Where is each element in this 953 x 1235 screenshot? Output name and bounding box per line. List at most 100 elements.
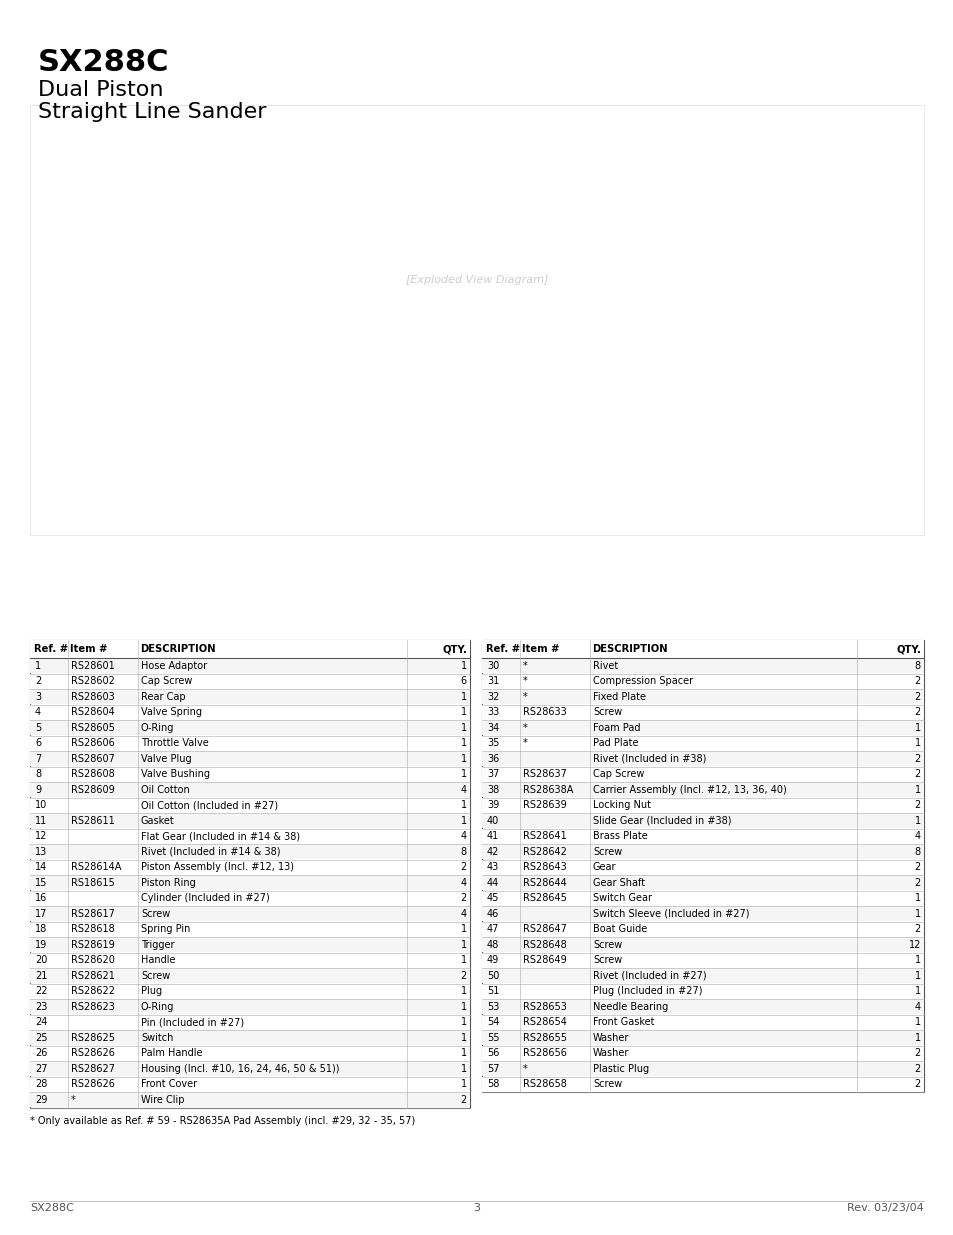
Text: 1: 1 <box>460 1079 467 1089</box>
Text: Screw: Screw <box>593 1079 621 1089</box>
Bar <box>30 890 469 905</box>
Text: 3: 3 <box>35 692 41 701</box>
Bar <box>30 952 469 968</box>
Text: RS28614A: RS28614A <box>71 862 121 872</box>
Text: Washer: Washer <box>593 1049 629 1058</box>
Text: RS28602: RS28602 <box>71 677 114 687</box>
Bar <box>30 640 470 1108</box>
Text: RS28627: RS28627 <box>71 1063 115 1073</box>
Text: 2: 2 <box>914 769 920 779</box>
Text: RS28639: RS28639 <box>522 800 566 810</box>
Text: 31: 31 <box>486 677 498 687</box>
Text: Switch Gear: Switch Gear <box>593 893 651 903</box>
Text: 53: 53 <box>486 1002 498 1011</box>
Bar <box>30 1061 469 1076</box>
Text: 25: 25 <box>35 1032 48 1042</box>
Bar <box>30 1046 469 1061</box>
Text: *: * <box>522 677 527 687</box>
Text: 1: 1 <box>914 971 920 981</box>
Text: RS28637: RS28637 <box>522 769 566 779</box>
Text: RS28617: RS28617 <box>71 909 114 919</box>
Text: Switch Sleeve (Included in #27): Switch Sleeve (Included in #27) <box>593 909 749 919</box>
Text: Front Cover: Front Cover <box>141 1079 197 1089</box>
Text: RS28642: RS28642 <box>522 847 566 857</box>
Text: 57: 57 <box>486 1063 499 1073</box>
Text: Throttle Valve: Throttle Valve <box>141 739 209 748</box>
Bar <box>30 673 469 689</box>
Text: RS28606: RS28606 <box>71 739 114 748</box>
Text: 2: 2 <box>914 1079 920 1089</box>
Text: Trigger: Trigger <box>141 940 174 950</box>
Text: 7: 7 <box>35 753 41 763</box>
Text: 1: 1 <box>914 816 920 826</box>
Bar <box>482 767 923 782</box>
Text: 1: 1 <box>914 955 920 966</box>
Text: *: * <box>522 1063 527 1073</box>
Text: 2: 2 <box>914 677 920 687</box>
Text: 2: 2 <box>460 862 467 872</box>
Text: 12: 12 <box>35 831 48 841</box>
Text: 58: 58 <box>486 1079 498 1089</box>
Text: 1: 1 <box>460 940 467 950</box>
Text: 13: 13 <box>35 847 48 857</box>
Text: RS28647: RS28647 <box>522 924 566 934</box>
Text: 1: 1 <box>914 987 920 997</box>
Bar <box>30 736 469 751</box>
Text: Washer: Washer <box>593 1032 629 1042</box>
Text: 37: 37 <box>486 769 498 779</box>
Text: 35: 35 <box>486 739 498 748</box>
Text: 32: 32 <box>486 692 498 701</box>
Text: RS28641: RS28641 <box>522 831 566 841</box>
Text: 33: 33 <box>486 708 498 718</box>
Text: Piston Assembly (Incl. #12, 13): Piston Assembly (Incl. #12, 13) <box>141 862 294 872</box>
Bar <box>30 937 469 952</box>
Text: DESCRIPTION: DESCRIPTION <box>592 643 667 655</box>
Text: Straight Line Sander: Straight Line Sander <box>38 103 266 122</box>
Bar <box>482 798 923 813</box>
Text: RS28622: RS28622 <box>71 987 115 997</box>
Text: Dual Piston: Dual Piston <box>38 80 163 100</box>
Text: *: * <box>522 661 527 671</box>
Text: RS28620: RS28620 <box>71 955 114 966</box>
Bar <box>482 1030 923 1045</box>
Text: 4: 4 <box>460 784 467 795</box>
Bar <box>30 782 469 798</box>
Bar <box>482 720 923 735</box>
Text: 10: 10 <box>35 800 48 810</box>
Bar <box>30 1092 469 1108</box>
Bar <box>30 658 469 673</box>
Text: 4: 4 <box>35 708 41 718</box>
Text: 48: 48 <box>486 940 498 950</box>
Bar <box>482 736 923 751</box>
Text: 1: 1 <box>460 1049 467 1058</box>
Text: Ref. #: Ref. # <box>34 643 68 655</box>
Text: 4: 4 <box>460 831 467 841</box>
Text: Palm Handle: Palm Handle <box>141 1049 202 1058</box>
Text: 29: 29 <box>35 1094 48 1105</box>
Text: 28: 28 <box>35 1079 48 1089</box>
Bar <box>482 813 923 829</box>
Text: RS18615: RS18615 <box>71 878 114 888</box>
Text: 55: 55 <box>486 1032 499 1042</box>
Text: 1: 1 <box>460 1018 467 1028</box>
Text: Item #: Item # <box>70 643 108 655</box>
Text: 1: 1 <box>914 1032 920 1042</box>
Bar <box>30 860 469 874</box>
Text: 2: 2 <box>914 753 920 763</box>
Text: Fixed Plate: Fixed Plate <box>593 692 645 701</box>
Text: 2: 2 <box>914 1063 920 1073</box>
Text: 1: 1 <box>35 661 41 671</box>
Text: 9: 9 <box>35 784 41 795</box>
Text: 8: 8 <box>35 769 41 779</box>
Text: Oil Cotton (Included in #27): Oil Cotton (Included in #27) <box>141 800 278 810</box>
Text: 56: 56 <box>486 1049 498 1058</box>
Text: 8: 8 <box>460 847 467 857</box>
Bar <box>482 1046 923 1061</box>
Bar <box>482 968 923 983</box>
Text: Ref. #: Ref. # <box>485 643 519 655</box>
Bar <box>30 1077 469 1092</box>
Text: RS28604: RS28604 <box>71 708 114 718</box>
Text: Pin (Included in #27): Pin (Included in #27) <box>141 1018 244 1028</box>
Text: Plug (Included in #27): Plug (Included in #27) <box>593 987 701 997</box>
Text: Housing (Incl. #10, 16, 24, 46, 50 & 51)): Housing (Incl. #10, 16, 24, 46, 50 & 51)… <box>141 1063 339 1073</box>
